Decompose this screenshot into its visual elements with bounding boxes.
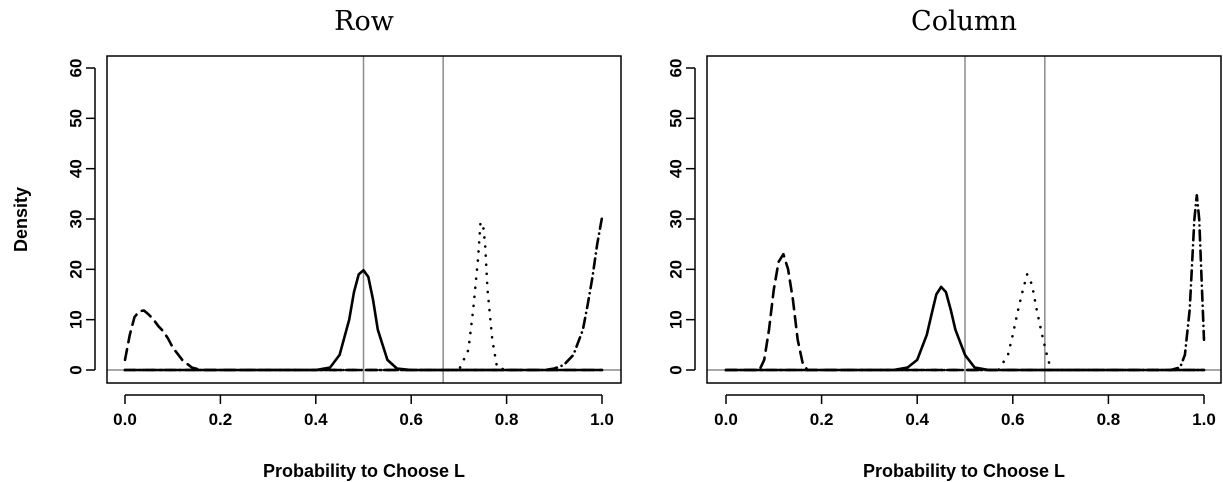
x-tick-label: 0.8 [495,410,519,429]
x-tick-label: 0.4 [304,410,328,429]
density-curve-dashdot [724,194,1206,372]
chart-title: Row [334,6,394,37]
chart-title: Column [911,6,1017,37]
y-tick-label: 30 [667,210,686,229]
y-tick-label: 60 [67,59,86,78]
density-curve-dotted [724,273,1206,372]
panel-column: Column 0.0 0.2 0.4 0.6 0.8 1.0 0 10 20 30 40 50 60 Pro… [667,6,1222,481]
plot-frame [706,55,1222,384]
x-tick-label: 0.4 [905,410,929,429]
density-curve-solid [123,269,604,372]
density-curve-dashed [123,309,604,372]
x-tick-label: 0.0 [714,410,738,429]
y-tick-label: 40 [67,159,86,178]
density-curve-solid [724,285,1206,372]
y-tick-label: 50 [67,109,86,128]
y-tick-label: 30 [67,210,86,229]
y-tick-label: 0 [667,365,686,374]
y-tick-label: 20 [667,260,686,279]
x-tick-label: 0.6 [1001,410,1025,429]
x-axis-label: Probability to Choose L [263,461,465,481]
panel-row: Row 0.0 0.2 0.4 0.6 0.8 1.0 0 10 20 30 40 50 60 Probab… [11,6,622,481]
x-tick-label: 1.0 [590,410,614,429]
y-axis-label: Density [11,187,31,252]
density-curve-dotted [123,221,604,372]
y-tick-label: 40 [667,159,686,178]
x-axis-label: Probability to Choose L [863,461,1065,481]
y-tick-label: 60 [667,59,686,78]
density-curve-dashed [724,252,1206,372]
x-tick-label: 0.8 [1097,410,1121,429]
y-tick-label: 50 [667,109,686,128]
plot-frame [106,55,622,384]
y-tick-label: 10 [667,310,686,329]
x-tick-label: 0.0 [113,410,137,429]
x-tick-label: 1.0 [1192,410,1216,429]
x-tick-label: 0.6 [399,410,423,429]
y-tick-label: 20 [67,260,86,279]
x-tick-label: 0.2 [209,410,233,429]
y-tick-label: 0 [67,365,86,374]
x-tick-label: 0.2 [810,410,834,429]
y-tick-label: 10 [67,310,86,329]
density-curve-dashdot [123,216,604,372]
